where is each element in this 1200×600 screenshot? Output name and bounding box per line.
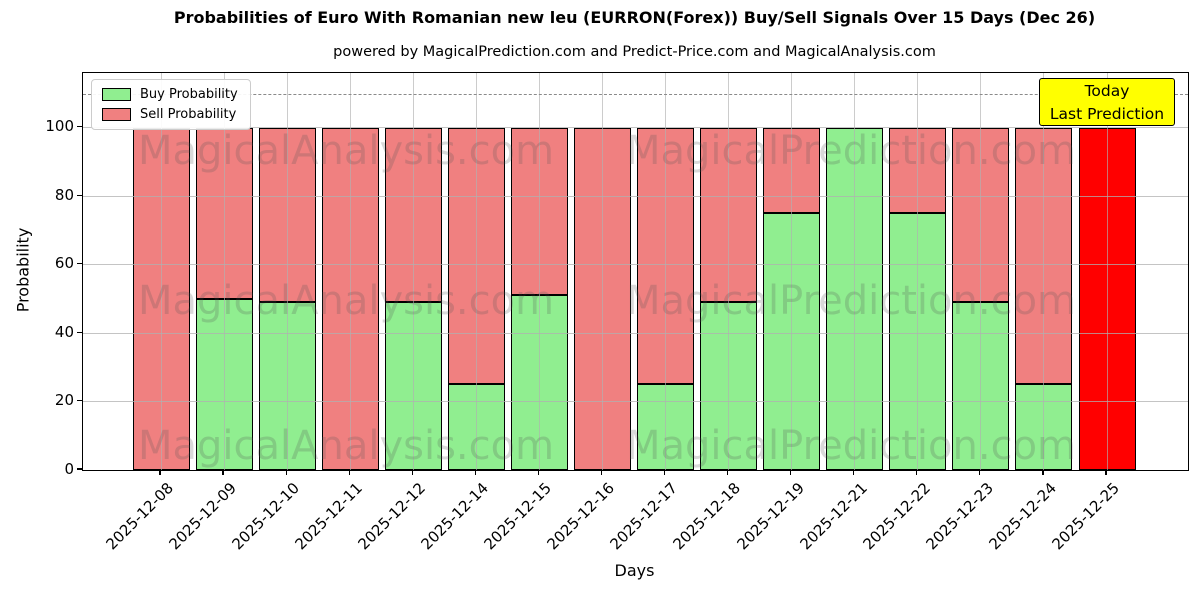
bar-today (1078, 127, 1136, 470)
x-tick-label: 2025-12-18 (669, 479, 745, 554)
legend-label: Sell Probability (140, 107, 237, 122)
y-tick-mark (77, 263, 82, 265)
x-tick-mark (727, 470, 729, 475)
bar-segment-buy (258, 302, 316, 470)
dashed-threshold-line (83, 93, 1188, 95)
x-tick-mark (916, 470, 918, 475)
y-tick-mark (77, 468, 82, 470)
x-tick-label: 2025-12-19 (733, 479, 808, 554)
bar-segment-sell (763, 127, 821, 214)
x-tick-label: 2025-12-09 (165, 479, 240, 554)
y-tick-mark (77, 331, 82, 333)
x-tick-mark (790, 470, 792, 475)
y-tick-mark (77, 194, 82, 196)
bar-segment-sell (321, 127, 379, 470)
buy-swatch (102, 88, 131, 101)
plot-area: MagicalAnalysis.com MagicalPrediction.com… (82, 72, 1189, 471)
bar-segment-sell (195, 127, 253, 299)
x-tick-mark (411, 470, 413, 475)
x-tick-label: 2025-12-16 (543, 479, 619, 554)
x-tick-mark (600, 470, 603, 475)
annotation-line-2: Last Prediction (1049, 105, 1165, 123)
y-tick-label: 0 (64, 459, 74, 478)
y-tick-label: 60 (54, 254, 74, 273)
x-tick-label: 2025-12-24 (985, 479, 1060, 554)
x-tick-mark (853, 470, 855, 475)
x-tick-label: 2025-12-25 (1048, 479, 1123, 554)
bar-segment-buy (952, 302, 1010, 470)
bars-layer (83, 73, 1188, 470)
y-tick-mark (77, 126, 82, 128)
bar-segment-buy (763, 213, 821, 470)
y-tick-label: 20 (54, 391, 74, 410)
x-tick-mark (159, 470, 161, 475)
bar-segment-buy (510, 295, 568, 470)
chart-title: Probabilities of Euro With Romanian new … (173, 8, 1096, 27)
bar-segment-buy (700, 302, 758, 470)
x-tick-mark (537, 470, 539, 475)
bar-segment-buy (1015, 384, 1073, 470)
y-tick-mark (77, 399, 82, 402)
x-tick-mark (1042, 470, 1044, 475)
x-tick-label: 2025-12-10 (228, 479, 303, 554)
y-tick-label: 80 (54, 185, 74, 204)
bar-segment-sell (384, 127, 442, 303)
chart-subtitle: powered by MagicalPrediction.com and Pre… (333, 44, 936, 60)
bar-segment-buy (384, 302, 442, 470)
legend-item: Sell Probability (102, 107, 238, 122)
bar-segment-sell (889, 127, 947, 214)
legend: Buy Probability Sell Probability (91, 79, 251, 130)
x-tick-mark (348, 470, 350, 475)
sell-swatch (102, 108, 131, 121)
x-tick-label: 2025-12-12 (354, 479, 429, 554)
x-tick-mark (1105, 470, 1107, 475)
bar-segment-buy (447, 384, 505, 470)
bar-segment-sell (700, 127, 758, 303)
x-tick-label: 2025-12-11 (291, 479, 366, 554)
x-axis-label: Days (614, 561, 655, 580)
y-tick-label: 100 (45, 117, 74, 136)
bar-segment-sell (952, 127, 1010, 303)
bar-segment-sell (573, 127, 631, 470)
x-tick-mark (222, 470, 224, 475)
legend-label: Buy Probability (140, 87, 238, 102)
x-tick-label: 2025-12-14 (417, 479, 493, 554)
today-annotation: Today Last Prediction (1039, 78, 1175, 126)
annotation-line-1: Today (1084, 82, 1130, 100)
bar-segment-buy (637, 384, 695, 470)
x-tick-label: 2025-12-15 (480, 479, 556, 554)
bar-segment-sell (132, 127, 190, 470)
bar-segment-buy (889, 213, 947, 470)
x-tick-mark (979, 470, 981, 475)
bar-segment-sell (1015, 127, 1073, 385)
x-tick-mark (663, 470, 666, 475)
bar-segment-sell (258, 127, 316, 303)
bar-segment-sell (510, 127, 568, 296)
bar-segment-sell (447, 127, 505, 385)
bar-segment-sell (637, 127, 695, 385)
bar-segment-buy (826, 127, 884, 470)
x-tick-label: 2025-12-23 (922, 479, 997, 554)
y-tick-label: 40 (54, 322, 74, 341)
x-tick-mark (285, 470, 287, 475)
legend-item: Buy Probability (102, 87, 238, 102)
x-tick-label: 2025-12-08 (102, 479, 177, 554)
bar-segment-buy (195, 298, 253, 470)
x-tick-mark (474, 470, 476, 475)
